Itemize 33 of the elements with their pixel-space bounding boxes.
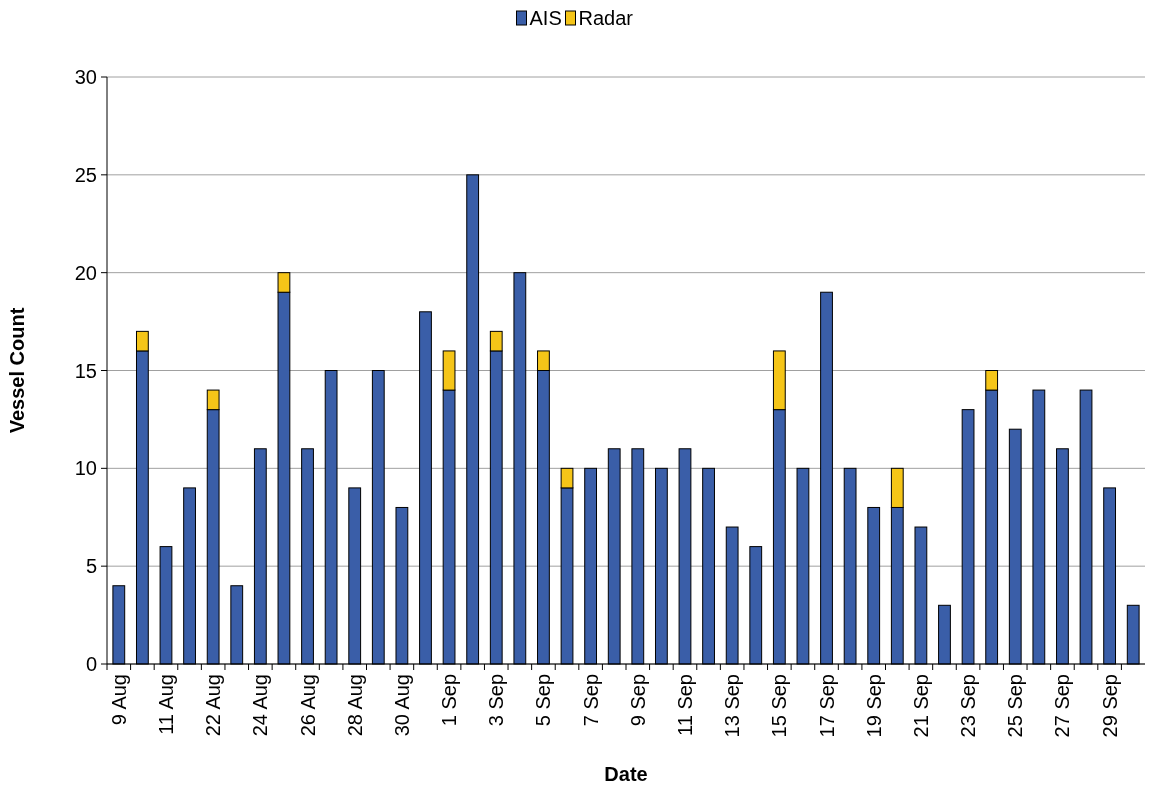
- x-axis-title: Date: [604, 763, 648, 785]
- x-tick-label: 28 Aug: [343, 674, 366, 737]
- x-tick-label: 7 Sep: [579, 674, 602, 727]
- y-tick-label: 15: [74, 359, 97, 382]
- x-tick-label: 13 Sep: [721, 674, 744, 738]
- x-tick-label: 22 Aug: [202, 674, 225, 737]
- x-tick-label: 17 Sep: [815, 674, 838, 738]
- x-tick-label: 3 Sep: [485, 674, 508, 727]
- x-tick-label: 25 Sep: [1004, 674, 1027, 738]
- y-tick-label: 30: [74, 66, 97, 88]
- y-axis-title: Vessel Count: [6, 307, 28, 434]
- legend-label: Radar: [578, 7, 634, 29]
- legend-label: AIS: [529, 7, 562, 29]
- x-tick-label: 27 Sep: [1051, 674, 1074, 738]
- y-tick-label: 5: [85, 555, 97, 578]
- x-tick-label: 9 Sep: [626, 674, 649, 727]
- x-tick-label: 11 Aug: [154, 674, 177, 735]
- y-tick-label: 0: [85, 653, 97, 675]
- y-tick-label: 20: [74, 261, 97, 284]
- x-tick-label: 15 Sep: [768, 674, 791, 738]
- x-tick-label: 9 Aug: [107, 674, 130, 726]
- x-tick-label: 29 Sep: [1098, 674, 1121, 738]
- y-tick-label: 10: [74, 457, 97, 480]
- x-tick-label: 21 Sep: [909, 674, 932, 738]
- x-tick-label: 5 Sep: [532, 674, 555, 727]
- y-tick-label: 25: [74, 163, 97, 186]
- x-tick-label: 26 Aug: [296, 674, 319, 737]
- x-tick-label: 24 Aug: [249, 674, 272, 737]
- x-tick-label: 11 Sep: [673, 674, 696, 736]
- x-tick-label: 30 Aug: [390, 674, 413, 737]
- x-tick-label: 19 Sep: [862, 674, 885, 738]
- x-tick-label: 23 Sep: [957, 674, 980, 738]
- x-tick-label: 1 Sep: [438, 674, 461, 727]
